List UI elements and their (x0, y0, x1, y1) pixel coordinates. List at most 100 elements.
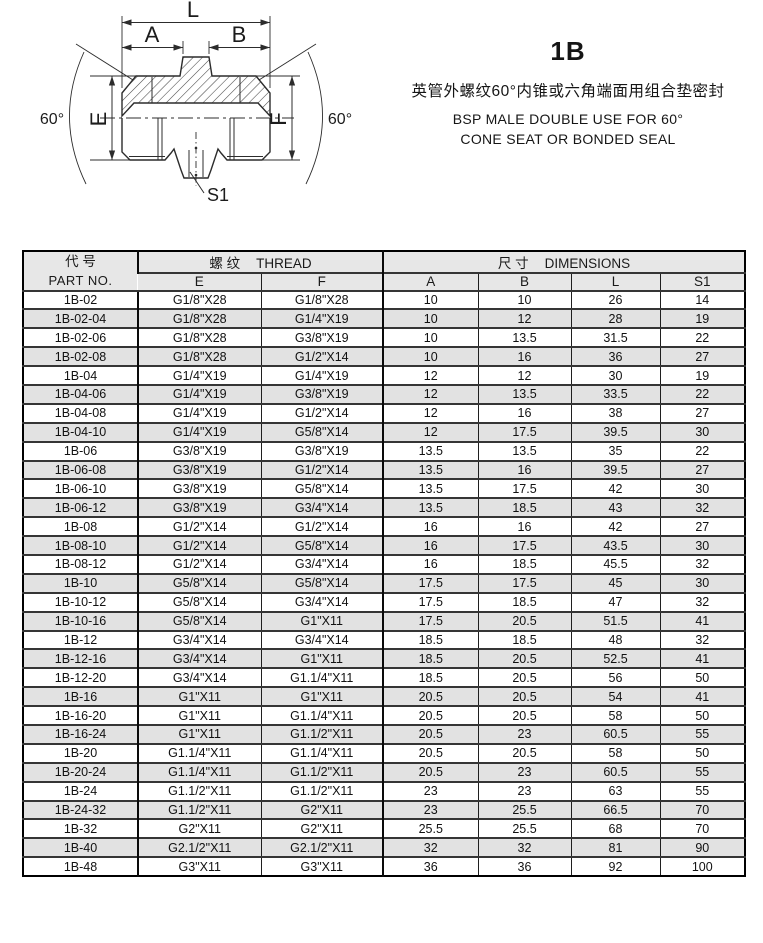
angle-arc-left (69, 51, 87, 185)
cell-part-no: 1B-16 (23, 686, 138, 707)
cell-dim-a: 17.5 (382, 591, 478, 612)
cell-dim-b: 16 (477, 516, 571, 537)
cell-dim-a: 10 (382, 289, 478, 310)
cell-part-no: 1B-12-16 (23, 648, 138, 669)
cell-dim-s1: 19 (659, 308, 746, 329)
cell-dim-a: 20.5 (382, 705, 478, 725)
cell-thread-f: G2.1/2"X11 (260, 837, 383, 858)
cell-thread-e: G5/8"X14 (137, 572, 261, 593)
cell-part-no: 1B-10 (23, 572, 138, 593)
cell-thread-e: G1/2"X14 (137, 553, 261, 574)
header-dimensions-en: DIMENSIONS (544, 256, 631, 271)
cell-dim-l: 63 (570, 780, 660, 801)
angle-label-right: 60° (328, 111, 352, 128)
cell-dim-s1: 50 (659, 705, 746, 725)
table-row: 1B-06 G3/8"X19 G3/8"X19 13.5 13.5 35 22 (23, 440, 746, 461)
dim-label-F: F (266, 112, 291, 125)
header-col-b: B (477, 272, 571, 291)
cell-thread-f: G1/8"X28 (260, 289, 383, 310)
cell-dim-l: 56 (570, 667, 660, 688)
cell-dim-b: 20.5 (477, 610, 571, 631)
fitting-technical-drawing: L A B E F 60° 60° S1 (40, 0, 352, 205)
cell-dim-a: 10 (382, 308, 478, 329)
cell-thread-e: G1/4"X19 (137, 421, 261, 442)
product-model: 1B (550, 36, 586, 66)
cell-part-no: 1B-40 (23, 837, 138, 858)
cell-dim-l: 42 (570, 516, 660, 537)
table-row: 1B-08-10 G1/2"X14 G5/8"X14 16 17.5 43.5 … (23, 535, 746, 555)
cell-dim-l: 36 (570, 346, 660, 367)
cell-thread-e: G1/8"X28 (137, 308, 261, 329)
table-row: 1B-10-12 G5/8"X14 G3/4"X14 17.5 18.5 47 … (23, 591, 746, 612)
table-row: 1B-04-10 G1/4"X19 G5/8"X14 12 17.5 39.5 … (23, 421, 746, 442)
table-header-row-groups: 代 号 PART NO. 螺 纹 THREAD 尺 寸 DIMENSIONS (23, 251, 746, 291)
cell-dim-s1: 32 (659, 497, 746, 518)
cell-dim-b: 13.5 (477, 327, 571, 348)
header-dimensions-group: 尺 寸 DIMENSIONS (381, 251, 746, 273)
cell-part-no: 1B-20-24 (23, 761, 138, 782)
cell-dim-l: 58 (570, 705, 660, 725)
table-row: 1B-16-20 G1"X11 G1.1/4"X11 20.5 20.5 58 … (23, 705, 746, 725)
cell-thread-e: G1"X11 (137, 686, 261, 707)
cell-part-no: 1B-08-12 (23, 553, 138, 574)
table-row: 1B-12-16 G3/4"X14 G1"X11 18.5 20.5 52.5 … (23, 648, 746, 669)
cell-dim-a: 12 (382, 421, 478, 442)
cell-dim-l: 30 (570, 365, 660, 385)
cell-dim-b: 23 (477, 780, 571, 801)
table-row: 1B-02-04 G1/8"X28 G1/4"X19 10 12 28 19 (23, 308, 746, 329)
cell-dim-b: 18.5 (477, 553, 571, 574)
cell-dim-l: 43 (570, 497, 660, 518)
table-row: 1B-48 G3"X11 G3"X11 36 36 92 100 (23, 856, 746, 877)
cell-thread-f: G5/8"X14 (260, 535, 383, 555)
cell-dim-a: 13.5 (382, 459, 478, 480)
cell-dim-a: 20.5 (382, 686, 478, 707)
cell-thread-e: G1"X11 (137, 705, 261, 725)
cell-dim-b: 17.5 (477, 535, 571, 555)
cell-thread-e: G3/8"X19 (137, 459, 261, 480)
table-row: 1B-08-12 G1/2"X14 G3/4"X14 16 18.5 45.5 … (23, 553, 746, 574)
cell-part-no: 1B-24 (23, 780, 138, 801)
cell-dim-a: 13.5 (382, 478, 478, 499)
cell-dim-b: 16 (477, 459, 571, 480)
cell-thread-e: G2.1/2"X11 (137, 837, 261, 858)
cell-dim-s1: 55 (659, 761, 746, 782)
cell-dim-s1: 50 (659, 742, 746, 763)
cell-thread-e: G2"X11 (137, 818, 261, 839)
cell-thread-f: G2"X11 (260, 818, 383, 839)
cell-dim-b: 12 (477, 365, 571, 385)
cell-dim-s1: 55 (659, 780, 746, 801)
product-subtitle-en-line2: CONE SEAT OR BONDED SEAL (460, 131, 676, 148)
cell-thread-e: G1.1/2"X11 (137, 799, 261, 820)
cell-thread-f: G3/8"X19 (260, 383, 383, 404)
cell-thread-f: G3/8"X19 (260, 440, 383, 461)
cell-dim-b: 20.5 (477, 667, 571, 688)
cell-thread-e: G3/4"X14 (137, 648, 261, 669)
cell-dim-s1: 50 (659, 667, 746, 688)
cell-thread-e: G1/8"X28 (137, 289, 261, 310)
table-row: 1B-24-32 G1.1/2"X11 G2"X11 23 25.5 66.5 … (23, 799, 746, 820)
cell-dim-l: 33.5 (570, 383, 660, 404)
cell-dim-l: 54 (570, 686, 660, 707)
cell-dim-a: 16 (382, 553, 478, 574)
dim-label-E: E (86, 112, 111, 127)
cell-thread-e: G1/8"X28 (137, 327, 261, 348)
cell-dim-s1: 14 (659, 289, 746, 310)
header-part-no-cn: 代 号 (65, 254, 96, 270)
cell-thread-f: G5/8"X14 (260, 421, 383, 442)
cell-thread-f: G1/2"X14 (260, 459, 383, 480)
cell-dim-b: 20.5 (477, 705, 571, 725)
cell-dim-s1: 30 (659, 421, 746, 442)
cell-thread-e: G1/2"X14 (137, 516, 261, 537)
cell-thread-f: G3"X11 (260, 856, 383, 877)
cell-dim-a: 23 (382, 799, 478, 820)
cell-dim-l: 42 (570, 478, 660, 499)
cell-dim-b: 16 (477, 402, 571, 423)
dim-label-L: L (187, 0, 199, 22)
cell-thread-e: G1.1/4"X11 (137, 761, 261, 782)
header-thread-group: 螺 纹 THREAD (137, 251, 383, 273)
cell-dim-s1: 22 (659, 383, 746, 404)
cell-thread-e: G1/4"X19 (137, 383, 261, 404)
cell-dim-b: 20.5 (477, 742, 571, 763)
header-dimensions-cn: 尺 寸 (497, 256, 529, 271)
cell-dim-l: 48 (570, 629, 660, 650)
